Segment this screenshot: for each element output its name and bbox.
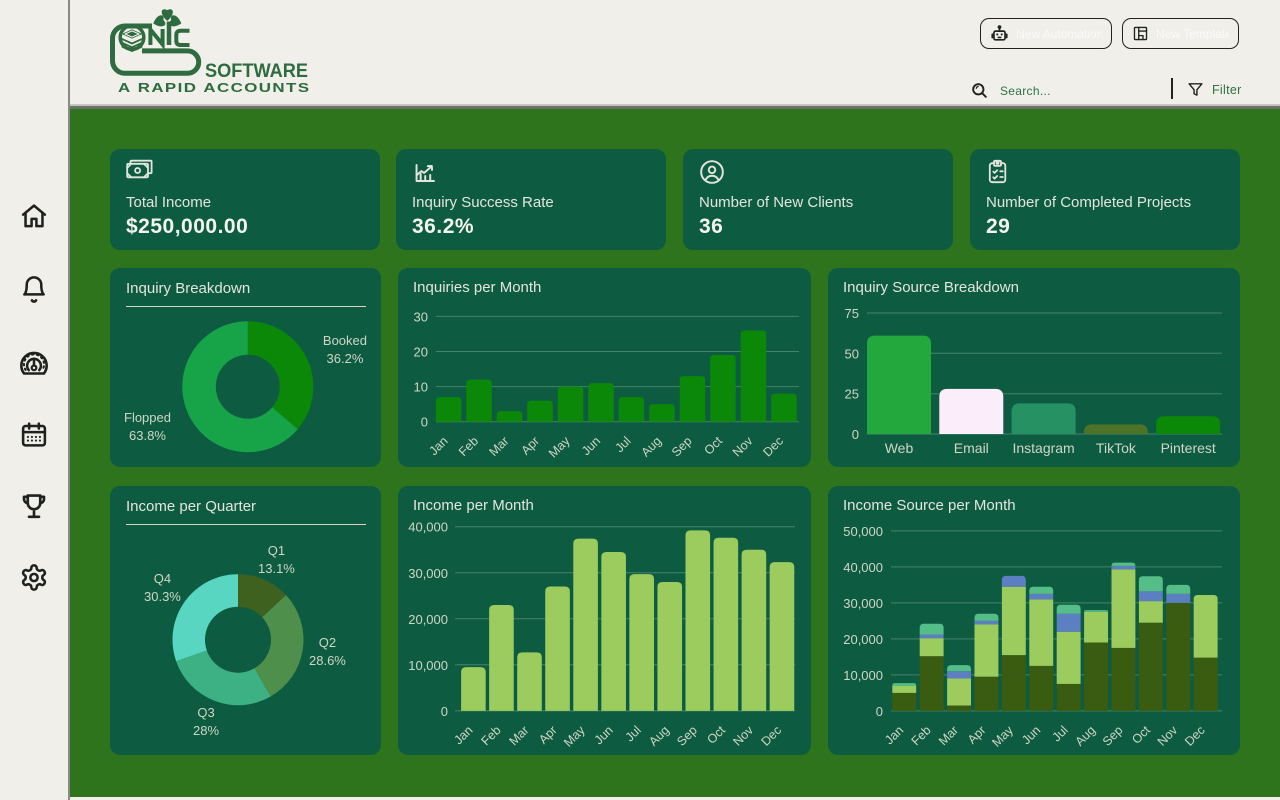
svg-text:Mar: Mar	[506, 723, 531, 748]
svg-text:Dec: Dec	[760, 434, 786, 460]
svg-text:50: 50	[845, 346, 859, 361]
svg-text:Dec: Dec	[758, 723, 784, 749]
svg-text:Jan: Jan	[882, 723, 906, 747]
svg-text:Jun: Jun	[579, 434, 603, 458]
svg-text:Mar: Mar	[936, 723, 961, 748]
svg-text:Sep: Sep	[674, 723, 700, 749]
svg-text:Pinterest: Pinterest	[1161, 440, 1216, 456]
svg-text:Email: Email	[954, 440, 989, 456]
svg-text:Aug: Aug	[646, 723, 672, 749]
svg-text:Instagram: Instagram	[1012, 440, 1074, 456]
svg-text:Nov: Nov	[730, 723, 756, 749]
svg-text:0: 0	[876, 704, 883, 719]
svg-text:10,000: 10,000	[408, 658, 448, 673]
svg-text:Dec: Dec	[1182, 723, 1208, 749]
svg-text:TikTok: TikTok	[1096, 440, 1137, 456]
svg-text:Mar: Mar	[486, 434, 511, 459]
svg-text:Feb: Feb	[456, 434, 481, 459]
svg-text:25: 25	[845, 387, 859, 402]
svg-text:75: 75	[845, 306, 859, 321]
svg-text:40,000: 40,000	[408, 520, 448, 535]
svg-text:Oct: Oct	[701, 434, 725, 458]
svg-text:Jan: Jan	[451, 723, 475, 747]
svg-text:Jul: Jul	[1050, 723, 1071, 744]
svg-text:Jul: Jul	[612, 434, 633, 455]
svg-text:Inquiry Source Breakdown: Inquiry Source Breakdown	[843, 279, 1019, 296]
svg-text:0: 0	[441, 704, 448, 719]
svg-text:Sep: Sep	[669, 434, 695, 460]
svg-text:Income per Month: Income per Month	[413, 497, 534, 514]
svg-text:Oct: Oct	[1129, 723, 1153, 747]
svg-text:20,000: 20,000	[408, 612, 448, 627]
svg-text:Feb: Feb	[478, 723, 503, 748]
svg-text:Jan: Jan	[426, 434, 450, 458]
svg-text:Apr: Apr	[536, 723, 560, 747]
svg-text:Feb: Feb	[909, 723, 934, 748]
svg-text:Jul: Jul	[623, 723, 644, 744]
svg-text:Sep: Sep	[1100, 723, 1126, 749]
svg-text:10: 10	[414, 380, 428, 395]
svg-text:Nov: Nov	[730, 433, 756, 459]
svg-text:Income Source per Month: Income Source per Month	[843, 497, 1016, 514]
svg-text:Aug: Aug	[638, 434, 664, 460]
svg-text:Inquiries per Month: Inquiries per Month	[413, 279, 541, 296]
svg-text:A R A P I D A C C O U N T: A R A P I D A C C O U N T S	[118, 81, 309, 95]
svg-text:Oct: Oct	[704, 723, 728, 747]
svg-text:Jun: Jun	[592, 723, 616, 747]
svg-text:May: May	[561, 723, 588, 750]
svg-text:40,000: 40,000	[843, 560, 883, 575]
svg-text:20,000: 20,000	[843, 632, 883, 647]
svg-text:SOFTWARE: SOFTWARE	[205, 61, 308, 82]
svg-text:0: 0	[421, 415, 428, 430]
svg-text:0: 0	[852, 427, 859, 442]
svg-text:May: May	[989, 723, 1016, 750]
svg-text:May: May	[546, 433, 573, 460]
svg-text:Web: Web	[885, 440, 914, 456]
svg-text:Apr: Apr	[518, 434, 542, 458]
svg-text:30: 30	[414, 309, 428, 324]
svg-text:10,000: 10,000	[843, 668, 883, 683]
svg-text:30,000: 30,000	[843, 596, 883, 611]
svg-text:Jun: Jun	[1019, 723, 1043, 747]
svg-text:50,000: 50,000	[843, 524, 883, 539]
svg-text:Nov: Nov	[1155, 723, 1181, 749]
svg-text:30,000: 30,000	[408, 566, 448, 581]
svg-text:Aug: Aug	[1072, 723, 1098, 749]
svg-text:20: 20	[414, 345, 428, 360]
svg-text:Apr: Apr	[965, 723, 989, 747]
